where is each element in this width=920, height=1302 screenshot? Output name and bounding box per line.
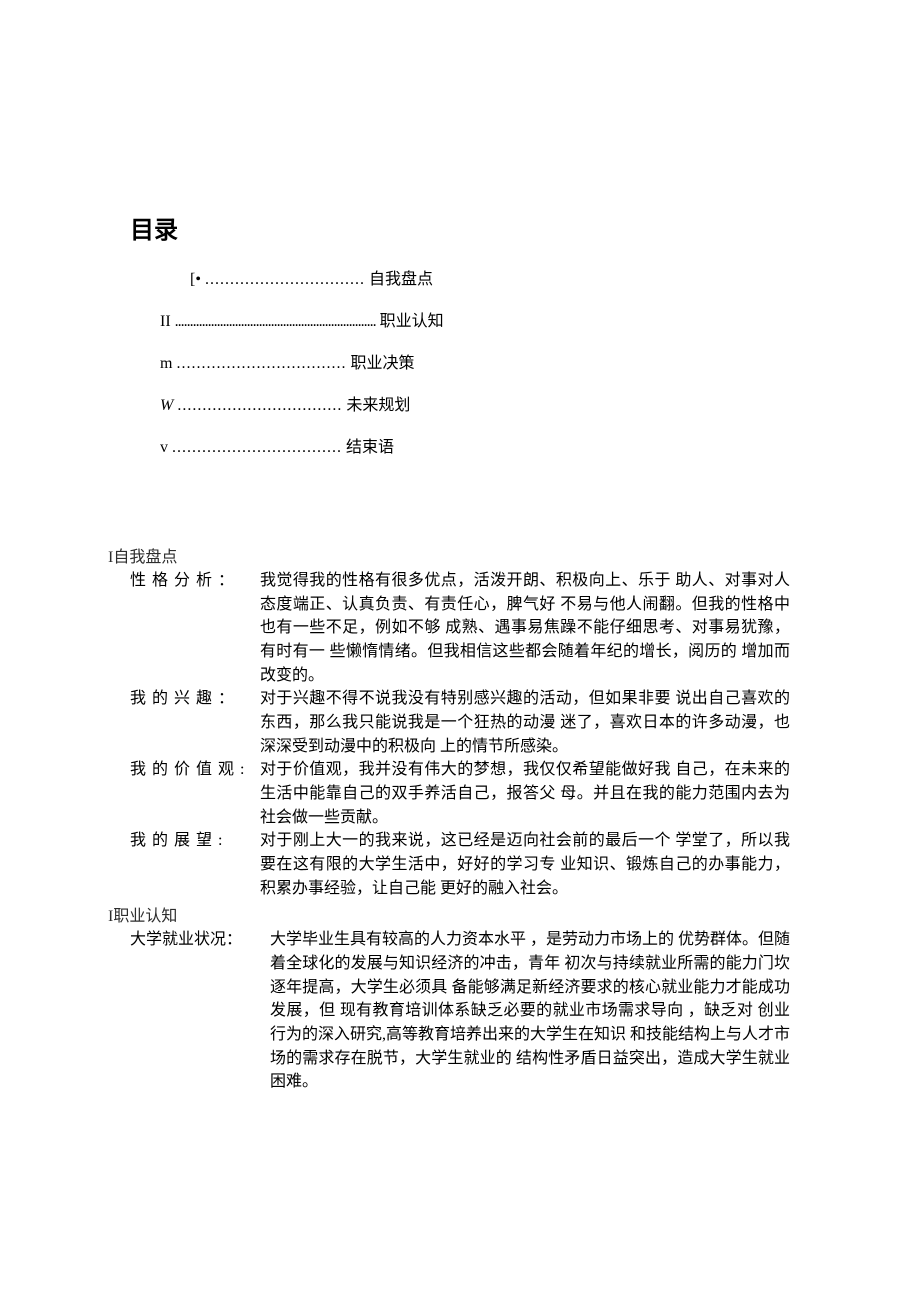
toc-number: v xyxy=(160,439,168,457)
toc-item: II .....................................… xyxy=(160,307,790,335)
toc-item: W ................................. 未来规划 xyxy=(160,391,790,419)
entry-content: 我觉得我的性格有很多优点，活泼开朗、积极向上、乐于 助人、对事对人态度端正、认真… xyxy=(260,569,790,687)
entry-outlook: 我的展望: 对于刚上大一的我来说，这已经是迈向社会前的最后一个 学堂了，所以我要… xyxy=(130,829,790,900)
document-page: 目录 [• ................................ 自… xyxy=(0,0,920,1154)
entry-label: 我的兴趣： xyxy=(130,687,260,758)
entry-label: 我的价值观: xyxy=(130,758,260,829)
toc-label: 未来规划 xyxy=(346,391,410,415)
toc-dots: ................................. xyxy=(177,397,342,415)
toc-label: 职业认知 xyxy=(380,307,444,331)
toc-number: [• xyxy=(190,271,201,289)
toc-label: 自我盘点 xyxy=(369,265,433,289)
entry-content: 对于价值观，我并没有伟大的梦想，我仅仅希望能做好我 自己，在未来的生活中能靠自己… xyxy=(260,758,790,829)
toc-dots: ........................................… xyxy=(175,313,376,331)
entry-personality: 性格分析： 我觉得我的性格有很多优点，活泼开朗、积极向上、乐于 助人、对事对人态… xyxy=(130,569,790,687)
toc-dots: ................................ xyxy=(205,271,365,289)
entry-interest: 我的兴趣： 对于兴趣不得不说我没有特别感兴趣的活动，但如果非要 说出自己喜欢的东… xyxy=(130,687,790,758)
section-heading: I职业认知 xyxy=(108,902,790,926)
toc-number: II xyxy=(160,313,171,331)
entry-label: 大学就业状况： xyxy=(130,928,270,1094)
entry-label: 性格分析： xyxy=(130,569,260,687)
section-heading: I自我盘点 xyxy=(108,543,790,567)
toc-number: W xyxy=(160,397,173,415)
toc-label: 职业决策 xyxy=(350,349,414,373)
entry-values: 我的价值观: 对于价值观，我并没有伟大的梦想，我仅仅希望能做好我 自己，在未来的… xyxy=(130,758,790,829)
entry-content: 大学毕业生具有较高的人力资本水平 ，是劳动力市场上的 优势群体。但随着全球化的发… xyxy=(270,928,790,1094)
toc-dots: .................................. xyxy=(176,355,346,373)
section-self-inventory: I自我盘点 性格分析： 我觉得我的性格有很多优点，活泼开朗、积极向上、乐于 助人… xyxy=(130,543,790,1094)
toc-item: v .................................. 结束语 xyxy=(160,433,790,461)
entry-employment: 大学就业状况： 大学毕业生具有较高的人力资本水平 ，是劳动力市场上的 优势群体。… xyxy=(130,928,790,1094)
toc-item: m .................................. 职业决… xyxy=(160,349,790,377)
entry-content: 对于兴趣不得不说我没有特别感兴趣的活动，但如果非要 说出自己喜欢的东西，那么我只… xyxy=(260,687,790,758)
table-of-contents: [• ................................ 自我盘点… xyxy=(160,265,790,461)
entry-label: 我的展望: xyxy=(130,829,260,900)
toc-item: [• ................................ 自我盘点 xyxy=(190,265,790,293)
toc-dots: .................................. xyxy=(172,439,342,457)
toc-title: 目录 xyxy=(130,210,790,245)
entry-content: 对于刚上大一的我来说，这已经是迈向社会前的最后一个 学堂了，所以我要在这有限的大… xyxy=(260,829,790,900)
toc-number: m xyxy=(160,355,172,373)
toc-label: 结束语 xyxy=(346,433,394,457)
